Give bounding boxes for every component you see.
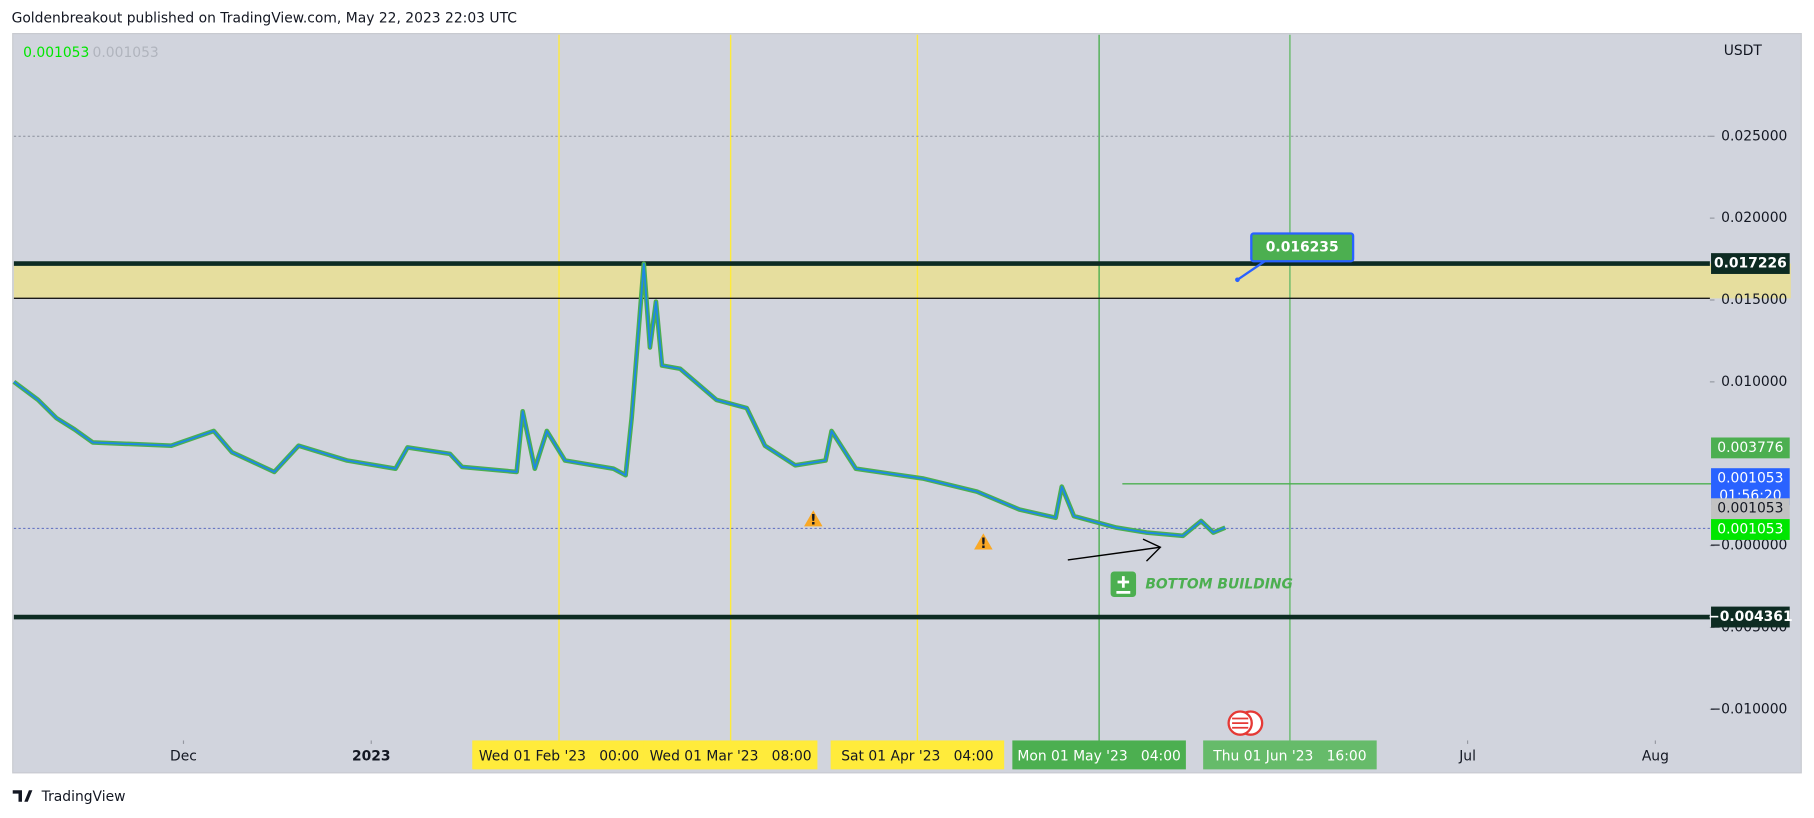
plot-area (12, 33, 1802, 774)
date-label-box (1012, 740, 1186, 770)
callout-anchor (1235, 277, 1240, 283)
x-tick-label: Jul (1458, 749, 1476, 765)
header: Goldenbreakout published on TradingView.… (12, 11, 517, 27)
annotation: BOTTOM BUILDING (1145, 576, 1293, 592)
header-value: 0.001053 (23, 45, 89, 61)
arrow-shaft (1067, 546, 1161, 561)
warning-icon (974, 533, 993, 550)
warning-mark: ! (980, 536, 986, 552)
callout-label: 0.016235 (1266, 239, 1339, 255)
date-label-box (472, 740, 646, 770)
x-tick-label: 2023 (352, 749, 391, 765)
y-tick-label: 0.010000 (1721, 374, 1787, 390)
price-label: −0.004361 (1708, 609, 1792, 625)
date-label: Mon 01 May '23 04:00 (1017, 749, 1181, 765)
y-tick-label: 0.015000 (1721, 292, 1787, 308)
price-label: 0.003776 (1717, 440, 1783, 456)
x-tick-label: Dec (170, 749, 197, 765)
date-label: Thu 01 Jun '23 16:00 (1212, 749, 1366, 765)
annotation-icon-plus (1116, 576, 1131, 594)
x-tick-label: Aug (1642, 749, 1669, 765)
warning-mark: ! (810, 513, 816, 529)
callout-box (1250, 232, 1355, 263)
date-label: Wed 01 Feb '23 00:00 (479, 749, 639, 765)
price-label: 0.001053 (1717, 471, 1783, 487)
date-label-box (830, 740, 1005, 770)
date-label-box (643, 740, 818, 770)
footer: TradingView (41, 789, 126, 805)
price-label-box (1711, 519, 1790, 540)
annotations: !! (804, 510, 1162, 597)
y-tick-label: 0.020000 (1721, 210, 1787, 226)
warning-icon (804, 510, 823, 527)
event-flag (1232, 717, 1249, 729)
y-tick-label: −0.000000 (1710, 538, 1788, 554)
price-label: 0.001053 (1717, 501, 1783, 517)
y-tick-label: 0.025000 (1721, 128, 1787, 144)
price-label-box (1711, 253, 1790, 274)
date-label-box (1203, 740, 1377, 770)
price-label-box (1711, 437, 1790, 459)
zone (13, 263, 1791, 299)
price-label-box (1711, 606, 1790, 628)
currency: USDT (1724, 43, 1763, 59)
price-label: 0.017226 (1714, 256, 1787, 272)
date-label: Sat 01 Apr '23 04:00 (841, 749, 993, 765)
arrow-head (1142, 538, 1162, 562)
price-label-box (1711, 498, 1790, 520)
header-value: 0.001053 (93, 45, 159, 61)
y-tick-label: −0.010000 (1710, 701, 1788, 717)
callout-pointer (1236, 259, 1267, 281)
price-label: 0.001053 (1717, 522, 1783, 538)
price-line (13, 263, 1226, 537)
date-label: Wed 01 Mar '23 08:00 (650, 749, 812, 765)
logo: TradingView (12, 789, 126, 805)
